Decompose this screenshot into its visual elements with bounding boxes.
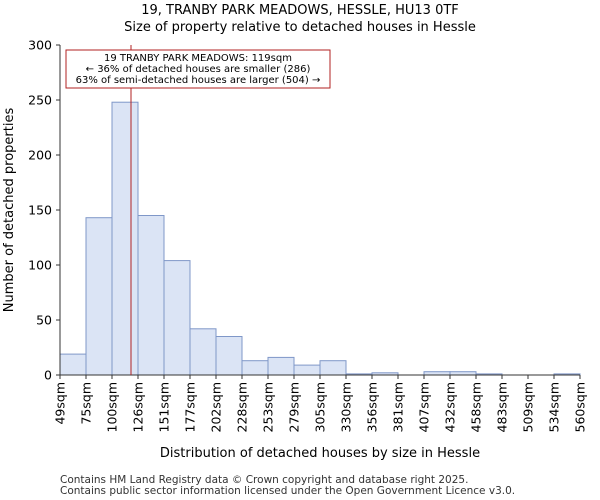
annotation-line-2: ← 36% of detached houses are smaller (28… xyxy=(86,64,311,75)
y-tick-labels: 0 50 100 150 200 250 300 xyxy=(28,38,60,383)
x-tick-label: 509sqm xyxy=(521,382,536,432)
bar xyxy=(241,360,269,376)
annotation-box xyxy=(65,49,331,89)
y-tick-label: 250 xyxy=(28,93,52,108)
x-tick-label: 228sqm xyxy=(235,382,250,432)
y-tick-label: 0 xyxy=(44,368,52,383)
x-tick-label: 126sqm xyxy=(131,382,146,432)
x-tick-label: 177sqm xyxy=(183,382,198,432)
x-tick-label: 330sqm xyxy=(339,382,354,432)
footer-line-1: Contains HM Land Registry data © Crown c… xyxy=(60,474,468,486)
annotation-line-1: 19 TRANBY PARK MEADOWS: 119sqm xyxy=(104,53,292,64)
x-tick-label: 305sqm xyxy=(313,382,328,432)
y-tick-label: 150 xyxy=(28,203,52,218)
bar xyxy=(111,101,139,376)
y-tick-label: 200 xyxy=(28,148,52,163)
y-axis-label: Number of detached properties xyxy=(2,108,17,313)
x-tick-label: 151sqm xyxy=(157,382,172,432)
bar xyxy=(163,260,191,376)
x-tick-label: 560sqm xyxy=(573,382,588,432)
x-tick-label: 483sqm xyxy=(495,382,510,432)
x-tick-label: 49sqm xyxy=(53,382,68,425)
x-axis-label: Distribution of detached houses by size … xyxy=(160,446,480,461)
x-tick-label: 100sqm xyxy=(105,382,120,432)
bar xyxy=(319,360,347,376)
chart-title-line-2: Size of property relative to detached ho… xyxy=(124,20,476,35)
x-tick-label: 432sqm xyxy=(443,382,458,432)
x-tick-label: 407sqm xyxy=(417,382,432,432)
bar xyxy=(267,356,295,376)
bar xyxy=(85,217,113,376)
y-tick-label: 300 xyxy=(28,38,52,53)
annotation-line-3: 63% of semi-detached houses are larger (… xyxy=(76,75,321,86)
x-tick-label: 279sqm xyxy=(287,382,302,432)
bar xyxy=(215,336,243,376)
x-tick-label: 202sqm xyxy=(209,382,224,432)
x-tick-label: 356sqm xyxy=(365,382,380,432)
y-tick-label: 50 xyxy=(36,313,52,328)
x-tick-label: 253sqm xyxy=(261,382,276,432)
bar xyxy=(137,215,165,376)
bars xyxy=(59,101,581,376)
x-tick-label: 381sqm xyxy=(391,382,406,432)
bar xyxy=(293,364,321,376)
x-tick-label: 534sqm xyxy=(547,382,562,432)
chart-title-line-1: 19, TRANBY PARK MEADOWS, HESSLE, HU13 0T… xyxy=(141,3,459,18)
y-tick-label: 100 xyxy=(28,258,52,273)
footer-line-2: Contains public sector information licen… xyxy=(60,485,515,497)
bar xyxy=(59,353,87,376)
x-tick-labels: 49sqm 75sqm 100sqm 126sqm 151sqm 177sqm 202sqm… xyxy=(53,375,588,432)
x-tick-label: 458sqm xyxy=(469,382,484,432)
bar xyxy=(189,328,217,376)
x-tick-label: 75sqm xyxy=(79,382,94,425)
